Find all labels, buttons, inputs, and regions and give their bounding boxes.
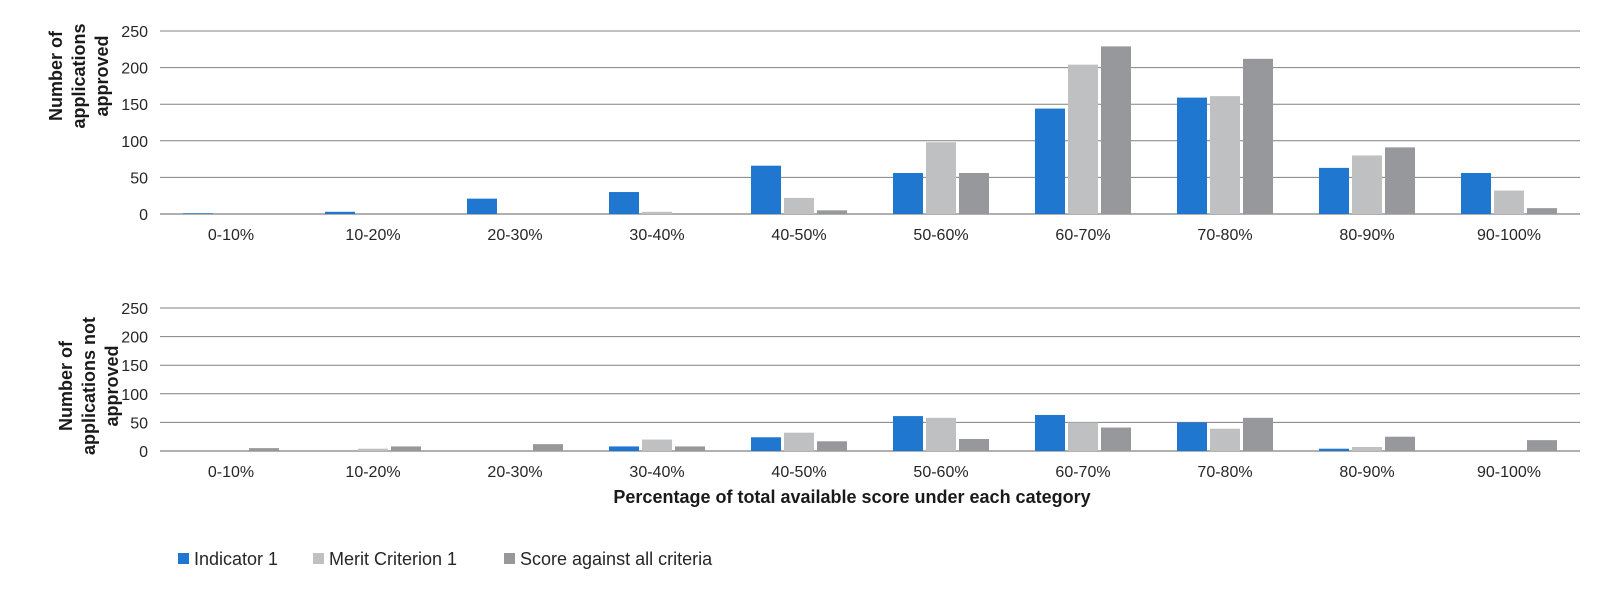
legend-swatch bbox=[178, 553, 189, 564]
bar bbox=[893, 416, 923, 451]
bar bbox=[1461, 173, 1491, 214]
y-tick-label: 150 bbox=[121, 97, 148, 114]
bar bbox=[1527, 440, 1557, 451]
bar bbox=[183, 213, 213, 214]
x-tick-label: 60-70% bbox=[1055, 227, 1110, 244]
bar bbox=[1210, 428, 1240, 451]
bar bbox=[1035, 414, 1065, 451]
bar bbox=[1177, 422, 1207, 451]
y-axis-label: Number of bbox=[46, 30, 66, 121]
bar bbox=[249, 448, 279, 451]
y-tick-label: 250 bbox=[121, 24, 148, 41]
x-tick-label: 80-90% bbox=[1339, 227, 1394, 244]
bar bbox=[1385, 147, 1415, 214]
bar bbox=[1527, 208, 1557, 214]
y-tick-label: 200 bbox=[121, 61, 148, 78]
bar bbox=[1035, 108, 1065, 214]
x-tick-label: 0-10% bbox=[208, 464, 254, 481]
bar bbox=[467, 198, 497, 214]
bar bbox=[1177, 97, 1207, 214]
y-axis-label: approved bbox=[102, 345, 122, 426]
x-tick-label: 20-30% bbox=[487, 227, 542, 244]
x-tick-label: 50-60% bbox=[913, 464, 968, 481]
x-tick-label: 40-50% bbox=[771, 227, 826, 244]
x-tick-label: 20-30% bbox=[487, 464, 542, 481]
legend-swatch bbox=[504, 553, 515, 564]
y-tick-label: 250 bbox=[121, 301, 148, 318]
bar bbox=[1352, 155, 1382, 214]
bar bbox=[609, 192, 639, 214]
x-tick-label: 60-70% bbox=[1055, 464, 1110, 481]
bar bbox=[784, 197, 814, 214]
y-axis-label: applications bbox=[69, 23, 89, 128]
bar bbox=[642, 439, 672, 451]
legend-swatch bbox=[313, 553, 324, 564]
x-tick-label: 90-100% bbox=[1477, 464, 1541, 481]
x-tick-label: 10-20% bbox=[345, 464, 400, 481]
bar bbox=[926, 417, 956, 451]
bar bbox=[1068, 422, 1098, 451]
bar bbox=[1319, 167, 1349, 214]
bar bbox=[959, 173, 989, 214]
bar bbox=[926, 142, 956, 214]
x-axis-label: Percentage of total available score unde… bbox=[613, 487, 1090, 507]
bar bbox=[1494, 190, 1524, 214]
bar bbox=[1385, 436, 1415, 451]
bar bbox=[1101, 427, 1131, 451]
legend-label: Score against all criteria bbox=[520, 549, 713, 569]
legend: Indicator 1 Merit Criterion 1 Score agains… bbox=[178, 549, 713, 569]
x-tick-label: 30-40% bbox=[629, 464, 684, 481]
x-tick-label: 70-80% bbox=[1197, 227, 1252, 244]
bar bbox=[751, 437, 781, 451]
bar bbox=[784, 432, 814, 451]
legend-label: Indicator 1 bbox=[194, 549, 278, 569]
bar bbox=[358, 448, 388, 451]
y-tick-label: 50 bbox=[130, 170, 148, 187]
y-tick-label: 100 bbox=[121, 387, 148, 404]
y-tick-label: 200 bbox=[121, 330, 148, 347]
bar bbox=[1210, 96, 1240, 214]
x-tick-label: 10-20% bbox=[345, 227, 400, 244]
bar bbox=[1243, 58, 1273, 214]
y-axis-label: approved bbox=[92, 35, 112, 116]
bar bbox=[893, 173, 923, 214]
x-tick-label: 70-80% bbox=[1197, 464, 1252, 481]
y-tick-label: 50 bbox=[130, 415, 148, 432]
y-tick-label: 100 bbox=[121, 134, 148, 151]
y-axis-label: applications not bbox=[79, 317, 99, 455]
legend-label: Merit Criterion 1 bbox=[329, 549, 457, 569]
bar bbox=[1352, 446, 1382, 451]
bar bbox=[1101, 46, 1131, 214]
y-axis-label: Number of bbox=[56, 340, 76, 431]
bar bbox=[1068, 64, 1098, 214]
bar bbox=[1319, 448, 1349, 451]
y-tick-label: 0 bbox=[139, 444, 148, 461]
x-tick-label: 0-10% bbox=[208, 227, 254, 244]
x-tick-label: 50-60% bbox=[913, 227, 968, 244]
bar bbox=[325, 211, 355, 214]
x-tick-label: 30-40% bbox=[629, 227, 684, 244]
x-tick-label: 80-90% bbox=[1339, 464, 1394, 481]
bar bbox=[817, 210, 847, 214]
bar bbox=[959, 438, 989, 451]
bar bbox=[675, 446, 705, 451]
x-tick-label: 90-100% bbox=[1477, 227, 1541, 244]
x-tick-label: 40-50% bbox=[771, 464, 826, 481]
y-tick-label: 0 bbox=[139, 207, 148, 224]
bar bbox=[609, 446, 639, 451]
bar bbox=[1243, 417, 1273, 451]
chart-panel-2: 0 50 100 150 200 250 0-10% 10-20% 20-30% 30-40% 40… bbox=[56, 301, 1580, 507]
bar bbox=[642, 211, 672, 214]
bar bbox=[751, 165, 781, 214]
bar bbox=[533, 444, 563, 451]
chart-panel-1: 0 50 100 150 200 250 0-10% 10-20% 20-30% 30-40% 40… bbox=[46, 23, 1580, 244]
bar bbox=[817, 441, 847, 451]
bar bbox=[391, 446, 421, 451]
y-tick-label: 150 bbox=[121, 358, 148, 375]
